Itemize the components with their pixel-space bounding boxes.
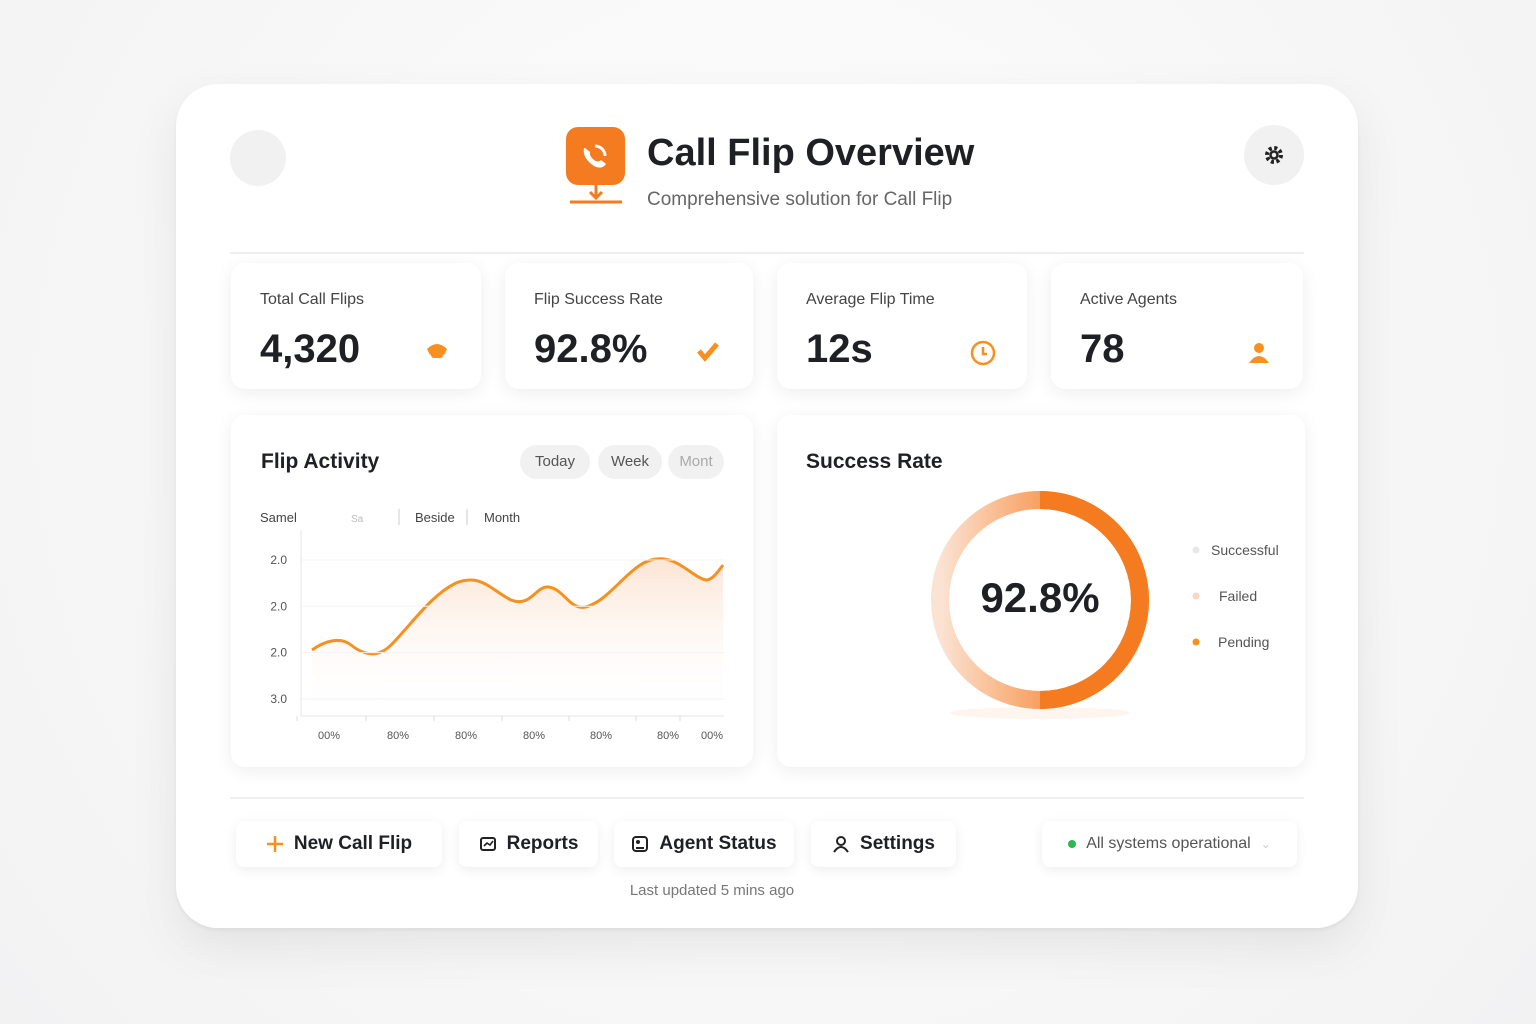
kpi-value: 4,320 [260,327,361,371]
tab[interactable]: Week [598,445,662,479]
settings-gear[interactable] [1244,125,1304,185]
kpi-value: 12s [806,327,873,371]
title: Call Flip Overview [647,132,975,174]
kpi-card: Flip Success Rate 92.8% [505,263,753,389]
filter-label: Month [484,510,520,525]
kpi-value: 92.8% [534,327,648,371]
tab[interactable]: Mont [668,445,724,479]
gear-icon [1265,146,1283,164]
x-tick-label: 80% [523,730,545,742]
action-button[interactable]: Settings [811,821,956,867]
avatar-placeholder[interactable] [230,130,286,186]
success-title: Success Rate [806,450,943,473]
status-pill[interactable]: All systems operational ⌄ [1042,821,1297,867]
kpi-card: Average Flip Time 12s [777,263,1027,389]
button-icon [833,836,849,853]
legend-label: Pending [1218,634,1269,650]
kpi-card: Active Agents 78 [1051,263,1303,389]
y-tick-label: 2.0 [270,599,287,613]
kpi-icon [970,340,996,366]
button-label: Settings [860,833,935,854]
legend-dot [1192,592,1200,600]
status-dot [1068,840,1077,848]
donut-shadow [950,707,1130,719]
button-label: Agent Status [659,833,777,854]
x-tick-label: 00% [318,730,340,742]
y-tick-label: 2.0 [270,553,287,567]
donut-center: 92.8% [980,574,1099,621]
action-button[interactable]: New Call Flip [236,821,442,867]
x-tick-label: 00% [701,730,723,742]
legend-dot [1192,546,1200,554]
action-button[interactable]: Agent Status [614,821,794,867]
activity-title: Flip Activity [261,450,380,473]
kpi-card: Total Call Flips 4,320 [231,263,481,389]
filter-label: Sa [351,514,364,525]
button-label: New Call Flip [293,833,413,854]
kpi-value: 78 [1080,327,1125,371]
x-tick-label: 80% [657,730,679,742]
legend-dot [1192,638,1200,646]
subtitle: Comprehensive solution for Call Flip [647,189,953,210]
legend-label: Failed [1219,588,1257,604]
legend-label: Successful [1211,542,1279,558]
y-tick-label: 3.0 [270,692,287,706]
status-text: All systems operational [1086,835,1251,852]
footer: Last updated 5 mins ago [629,882,795,899]
button-icon [479,837,496,851]
filter-label: Samel [260,510,297,525]
x-tick-label: 80% [590,730,612,742]
kpi-label: Total Call Flips [260,291,365,308]
activity-chart: Samel Sa Beside Month 2.0 2.0 2.0 3.0 00% 80% 80% 8… [260,509,725,742]
chevron: ⌄ [1260,837,1271,851]
button-label: Reports [506,833,579,854]
success-donut: 92.8% Successful Failed Pending [931,491,1279,719]
kpi-icon [427,344,447,358]
donut-arc [1039,491,1149,709]
kpi-label: Active Agents [1080,291,1177,308]
kpi-icon [697,342,719,362]
divider [230,797,1304,799]
line [311,557,725,656]
tab[interactable]: Today [520,445,590,479]
filter-label: Beside [415,510,455,525]
kpi-label: Average Flip Time [806,291,935,308]
divider [230,252,1304,254]
y-tick-label: 2.0 [270,646,287,660]
logo [566,127,625,204]
x-tick-label: 80% [455,730,477,742]
area [312,558,723,716]
kpi-label: Flip Success Rate [534,291,663,308]
action-button[interactable]: Reports [459,821,598,867]
button-icon [266,836,283,852]
button-icon [632,836,649,852]
x-tick-label: 80% [387,730,409,742]
kpi-icon [1249,343,1269,363]
